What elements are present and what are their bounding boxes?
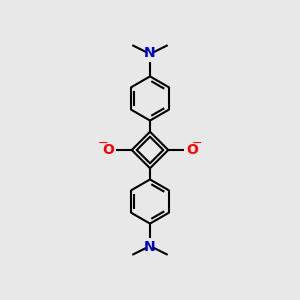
Text: −: −	[98, 137, 108, 150]
Text: N: N	[144, 239, 156, 254]
Text: O: O	[102, 143, 114, 157]
Text: N: N	[144, 46, 156, 61]
Text: O: O	[186, 143, 198, 157]
Text: −: −	[192, 137, 202, 150]
